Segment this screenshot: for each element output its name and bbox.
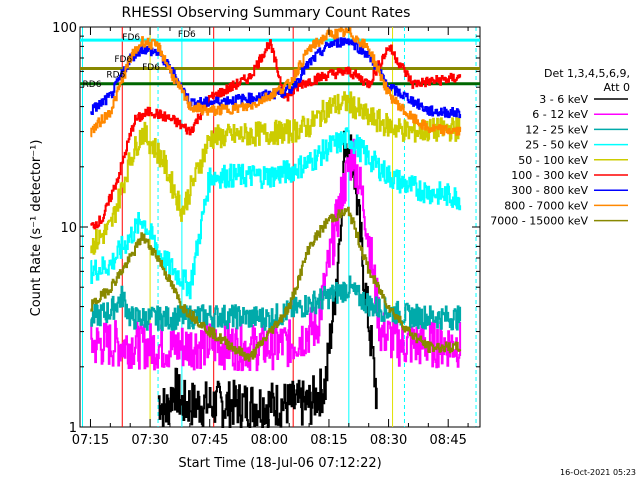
legend-label-1: 6 - 12 keV xyxy=(532,108,588,121)
y-tick-label-2: 100 xyxy=(52,21,77,36)
series-line-3to6keV xyxy=(157,130,378,428)
annotation-rd6-3: RD6 xyxy=(106,70,125,80)
legend-entries: 3 - 6 keV 6 - 12 keV 12 - 25 keV 25 - 50 ke… xyxy=(490,93,628,228)
legend-label-3: 25 - 50 keV xyxy=(525,139,588,152)
annotation-layer: FD6 FD6 FD6 RD6 RD6 FD6 xyxy=(83,30,197,90)
annotation-fd6-0: FD6 xyxy=(122,33,140,43)
legend-label-7: 800 - 7000 keV xyxy=(504,199,588,212)
series-line-100to300keV xyxy=(90,39,462,230)
chart-title: RHESSI Observing Summary Count Rates xyxy=(122,5,411,21)
x-axis-label: Start Time (18-Jul-06 07:12:22) xyxy=(178,456,381,471)
legend-label-5: 100 - 300 keV xyxy=(511,169,588,182)
x-tick-label-3: 08:00 xyxy=(251,433,288,448)
legend-label-8: 7000 - 15000 keV xyxy=(490,215,588,228)
y-axis-label: Count Rate (s⁻¹ detector⁻¹) xyxy=(29,140,44,317)
legend-label-0: 3 - 6 keV xyxy=(539,93,588,106)
x-tick-label-1: 07:30 xyxy=(131,433,168,448)
legend-label-4: 50 - 100 keV xyxy=(518,154,588,167)
annotation-rd6-4: RD6 xyxy=(83,80,102,90)
series-line-800to7000keV xyxy=(90,27,462,138)
annotation-fd6-5: FD6 xyxy=(178,30,196,40)
axes: 07:15 07:30 07:45 08:00 08:15 08:30 08:45 1 10 10… xyxy=(52,21,480,448)
y-tick-label-0: 1 xyxy=(69,421,77,436)
legend: Det 1,3,4,5,6,9, Att 0 3 - 6 keV 6 - 12 k… xyxy=(490,67,630,228)
series-line-25to50keV xyxy=(90,127,462,300)
legend-label-6: 300 - 800 keV xyxy=(511,184,588,197)
x-tick-label-6: 08:45 xyxy=(429,433,466,448)
series-line-7000to15000keV xyxy=(90,206,462,362)
timestamp: 16-Oct-2021 05:23 xyxy=(560,468,636,477)
x-tick-label-2: 07:45 xyxy=(191,433,228,448)
series-line-50to100keV xyxy=(90,91,462,255)
legend-header-line-2: Att 0 xyxy=(604,81,630,94)
legend-label-2: 12 - 25 keV xyxy=(525,123,588,136)
legend-header-line-1: Det 1,3,4,5,6,9, xyxy=(544,67,630,80)
annotation-fd6-1: FD6 xyxy=(114,55,132,65)
y-tick-label-1: 10 xyxy=(60,221,77,236)
series-layer xyxy=(90,27,462,428)
annotation-fd6-2: FD6 xyxy=(142,63,160,73)
x-tick-label-0: 07:15 xyxy=(72,433,109,448)
x-tick-label-5: 08:30 xyxy=(370,433,407,448)
x-tick-label-4: 08:15 xyxy=(310,433,347,448)
